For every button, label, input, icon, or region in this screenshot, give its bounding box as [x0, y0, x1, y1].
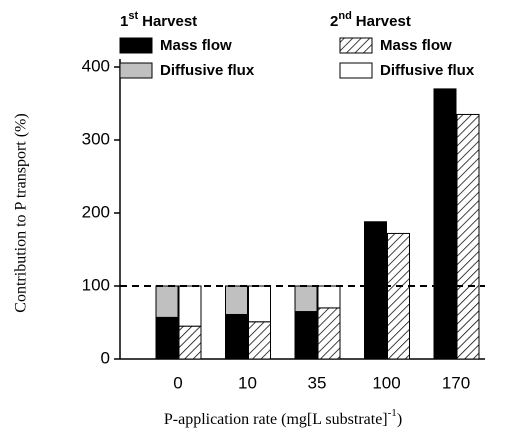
- bar: [248, 321, 271, 360]
- bar: [433, 88, 457, 360]
- y-tick-label: 0: [101, 348, 110, 367]
- bar: [364, 221, 387, 360]
- x-tick-label: 10: [238, 373, 257, 392]
- bar: [317, 307, 341, 360]
- legend-label: Diffusive flux: [160, 62, 255, 79]
- bar: [294, 311, 318, 360]
- legend-group-title: 2nd Harvest: [330, 10, 411, 30]
- legend-group-word: Harvest: [142, 13, 197, 30]
- legend-swatch: [119, 37, 153, 54]
- legend-label: Mass flow: [160, 37, 232, 54]
- legend-group-number: 2: [330, 13, 338, 30]
- legend-group-number: 1: [120, 13, 128, 30]
- legend-swatch: [339, 37, 373, 54]
- y-axis-title: Contribution to P transport (%): [13, 113, 30, 312]
- y-tick-label: 300: [82, 129, 110, 148]
- legend-group-suffix: nd: [338, 10, 351, 22]
- x-tick-label: 100: [372, 373, 400, 392]
- x-tick-label: 0: [173, 373, 182, 392]
- bar: [155, 285, 179, 318]
- legend-group-suffix: st: [128, 10, 138, 22]
- legend-group-title: 1st Harvest: [120, 10, 197, 30]
- bar: [387, 232, 410, 360]
- bar: [155, 316, 179, 360]
- legend-label: Mass flow: [380, 37, 452, 54]
- bar: [248, 285, 271, 323]
- bar: [178, 285, 202, 327]
- legend-group-word: Harvest: [356, 13, 411, 30]
- x-axis-title-sup: -1: [388, 407, 397, 419]
- x-axis-title-main: P-application rate (mg[L substrate]: [164, 411, 388, 428]
- bar: [456, 113, 480, 360]
- bar: [317, 285, 341, 309]
- bar: [225, 285, 248, 315]
- bar: [178, 325, 202, 360]
- legend-swatch: [119, 62, 153, 79]
- legend-swatch: [339, 62, 373, 79]
- x-axis-title: P-application rate (mg[L substrate]-1): [164, 407, 402, 428]
- y-tick-label: 200: [82, 202, 110, 221]
- x-tick-label: 170: [442, 373, 470, 392]
- x-axis-title-end: ): [397, 411, 402, 428]
- x-tick-label: 35: [308, 373, 327, 392]
- y-tick-label: 400: [82, 56, 110, 75]
- legend-label: Diffusive flux: [380, 62, 475, 79]
- y-tick-label: 100: [82, 275, 110, 294]
- bar: [294, 285, 318, 313]
- bar: [225, 313, 248, 360]
